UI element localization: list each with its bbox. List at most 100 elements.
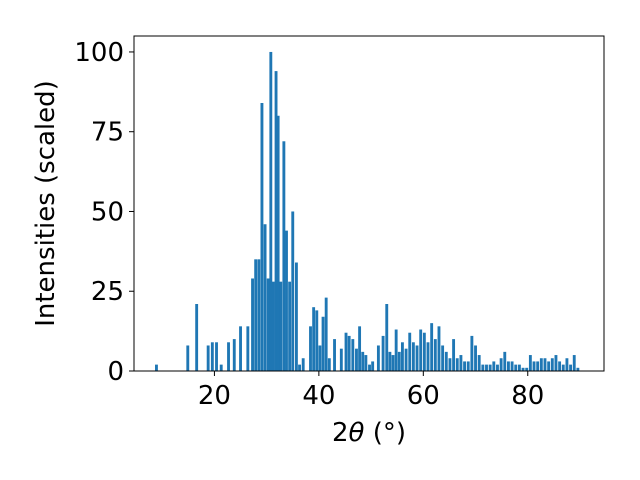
bar: [239, 326, 242, 371]
bar: [288, 281, 292, 371]
bar: [415, 345, 419, 371]
bar: [391, 355, 395, 371]
y-tick-label: 25: [91, 277, 124, 307]
bar: [251, 278, 254, 371]
bar: [510, 361, 514, 371]
bar: [227, 342, 230, 371]
bar: [155, 364, 158, 371]
bar: [301, 358, 305, 371]
x-tick-label: 40: [302, 381, 335, 411]
bar: [260, 103, 264, 371]
bar: [528, 355, 532, 371]
bar: [219, 364, 223, 371]
bar: [324, 297, 328, 371]
bar: [195, 304, 199, 371]
bar: [312, 307, 316, 371]
bar: [388, 351, 392, 371]
plot-frame: [133, 35, 605, 372]
bar: [400, 342, 404, 371]
y-tick-label: 100: [74, 38, 124, 68]
bar: [333, 339, 336, 371]
bar: [210, 342, 214, 371]
bar: [274, 71, 278, 371]
bar: [433, 339, 437, 371]
bar: [364, 355, 368, 371]
bar: [525, 367, 529, 371]
bar: [394, 329, 398, 371]
bar: [459, 355, 463, 371]
bar: [430, 323, 434, 371]
bar: [315, 310, 319, 371]
bar: [397, 351, 401, 371]
bar: [294, 262, 298, 371]
x-axis-label: 2θ (°): [332, 418, 406, 448]
bar: [327, 358, 331, 371]
bar: [536, 361, 540, 371]
bar: [485, 364, 488, 371]
bar: [466, 361, 470, 371]
bar: [206, 345, 210, 371]
bar: [452, 339, 456, 371]
bar: [269, 51, 273, 371]
bar: [444, 351, 448, 371]
bar: [298, 364, 301, 371]
y-tick-label: 0: [107, 357, 124, 387]
bar: [532, 361, 536, 371]
bar: [572, 355, 576, 371]
y-tick-label: 50: [91, 197, 124, 227]
y-tick-label: 75: [91, 118, 124, 148]
bar: [470, 335, 474, 371]
bar: [347, 335, 351, 371]
bar: [565, 358, 569, 371]
x-axis-label-theta: θ: [349, 418, 365, 448]
bar: [547, 361, 551, 371]
bar: [254, 259, 258, 371]
bar: [569, 364, 573, 371]
bar: [507, 361, 510, 371]
bar: [441, 345, 445, 371]
bar: [351, 339, 355, 371]
bar: [408, 332, 412, 371]
x-axis-label-suffix: (°): [364, 418, 406, 448]
bar: [385, 304, 389, 371]
bar: [455, 358, 459, 371]
bar: [279, 281, 283, 371]
bar: [481, 364, 485, 371]
bar: [474, 345, 477, 371]
bar: [276, 115, 280, 371]
bar: [285, 230, 288, 371]
bar: [355, 348, 358, 371]
bar: [492, 361, 496, 371]
bar: [358, 326, 362, 371]
bar: [543, 358, 547, 371]
bar: [404, 348, 408, 371]
bar: [514, 364, 518, 371]
bar: [232, 339, 236, 371]
bar: [437, 326, 441, 371]
bar: [246, 326, 250, 371]
bar: [422, 332, 426, 371]
bar: [291, 211, 295, 371]
bars-group: [155, 51, 580, 371]
bar: [321, 316, 325, 371]
bar: [309, 326, 312, 371]
y-axis-ticks: 0 25 50 75 100: [74, 38, 134, 387]
y-axis-label: Intensities (scaled): [31, 80, 61, 327]
bar: [558, 361, 562, 371]
bar: [282, 141, 286, 371]
bar: [263, 224, 267, 371]
bar: [521, 367, 525, 371]
bar: [419, 329, 423, 371]
bar: [576, 367, 580, 371]
bar: [503, 351, 507, 371]
bar: [272, 281, 275, 371]
bar: [257, 259, 261, 371]
bar: [561, 364, 565, 371]
bar: [215, 342, 218, 371]
bar: [550, 358, 554, 371]
bar: [344, 332, 348, 371]
bar: [517, 364, 521, 371]
bar: [339, 348, 343, 371]
bar: [361, 351, 365, 371]
